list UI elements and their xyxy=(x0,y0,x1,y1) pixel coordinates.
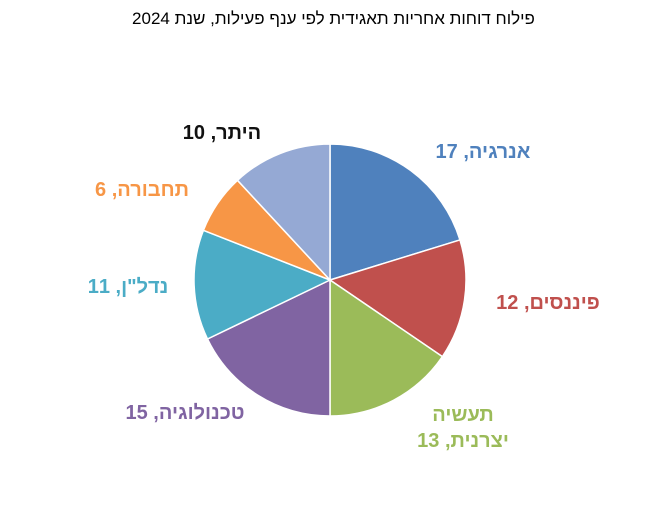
pie-slice xyxy=(193,229,332,341)
pie-slice xyxy=(328,238,467,358)
pie-slice xyxy=(329,143,461,282)
slice-label: תחבורה, 6 xyxy=(95,179,189,201)
slice-label: תעשיה יצרנית, 13 xyxy=(417,404,509,452)
slice-label: אנרגיה, 17 xyxy=(435,141,531,163)
chart-title: פילוח דוחות אחריות תאגידית לפי ענף פעילו… xyxy=(132,9,535,28)
pie-slice xyxy=(329,278,444,417)
slice-label: היתר, 10 xyxy=(182,122,262,144)
slice-label: נדל"ן, 11 xyxy=(87,276,169,298)
pie-slice xyxy=(206,278,331,417)
slice-label: טכנולוגיה, 15 xyxy=(125,402,245,424)
pie-slice xyxy=(236,143,331,282)
slice-label: פיננסים, 12 xyxy=(496,292,600,314)
